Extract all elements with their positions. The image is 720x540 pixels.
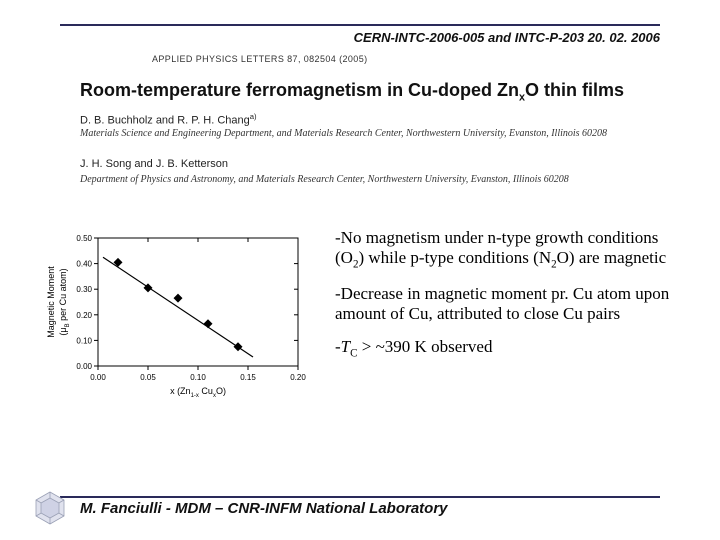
title-pre: Room-temperature ferromagnetism in Cu-do… bbox=[80, 80, 519, 100]
affiliation-2: Department of Physics and Astronomy, and… bbox=[80, 174, 640, 187]
svg-text:Magnetic Moment: Magnetic Moment bbox=[46, 266, 56, 338]
title-post: O thin films bbox=[525, 80, 624, 100]
magnetic-moment-chart: 0.00 0.10 0.20 0.30 0.40 0.50 0.00 0.05 0.10 0.15… bbox=[40, 230, 310, 400]
svg-text:0.20: 0.20 bbox=[290, 373, 306, 382]
svg-text:0.10: 0.10 bbox=[190, 373, 206, 382]
journal-citation: APPLIED PHYSICS LETTERS 87, 082504 (2005… bbox=[152, 54, 368, 64]
svg-text:x (Zn1-x CuxO): x (Zn1-x CuxO) bbox=[170, 386, 226, 399]
b3-T: T bbox=[341, 337, 350, 356]
authors1-names: D. B. Buchholz and R. P. H. Chang bbox=[80, 115, 250, 127]
bullet-1: -No magnetism under n-type growth condit… bbox=[335, 228, 680, 272]
svg-text:0.10: 0.10 bbox=[76, 336, 92, 345]
b3-b: > ~390 K observed bbox=[358, 337, 493, 356]
bullet-2: -Decrease in magnetic moment pr. Cu atom… bbox=[335, 284, 680, 325]
header-rule bbox=[60, 24, 660, 26]
footer-rule bbox=[60, 496, 660, 498]
b3-sub: C bbox=[350, 347, 357, 359]
b1-c: O) are magnetic bbox=[557, 248, 667, 267]
authors1-sup: a) bbox=[250, 112, 257, 121]
svg-text:0.30: 0.30 bbox=[76, 285, 92, 294]
header-reference: CERN-INTC-2006-005 and INTC-P-203 20. 02… bbox=[60, 30, 660, 45]
svg-text:0.40: 0.40 bbox=[76, 260, 92, 269]
svg-text:0.00: 0.00 bbox=[76, 362, 92, 371]
svg-text:0.05: 0.05 bbox=[140, 373, 156, 382]
paper-title: Room-temperature ferromagnetism in Cu-do… bbox=[80, 80, 624, 104]
authors-line-2: J. H. Song and J. B. Ketterson bbox=[80, 158, 228, 170]
b1-b: ) while p-type conditions (N bbox=[358, 248, 551, 267]
footer-logo-icon bbox=[28, 488, 72, 532]
footer-text: M. Fanciulli - MDM – CNR-INFM National L… bbox=[80, 500, 448, 517]
authors-line-1: D. B. Buchholz and R. P. H. Changa) bbox=[80, 112, 257, 127]
bullet-list: -No magnetism under n-type growth condit… bbox=[335, 228, 680, 372]
svg-text:0.20: 0.20 bbox=[76, 311, 92, 320]
affiliation-1: Materials Science and Engineering Depart… bbox=[80, 128, 640, 141]
svg-text:0.15: 0.15 bbox=[240, 373, 256, 382]
svg-text:0.00: 0.00 bbox=[90, 373, 106, 382]
svg-text:(μB per Cu atom): (μB per Cu atom) bbox=[58, 268, 71, 335]
svg-text:0.50: 0.50 bbox=[76, 234, 92, 243]
bullet-3: -TC > ~390 K observed bbox=[335, 337, 680, 361]
